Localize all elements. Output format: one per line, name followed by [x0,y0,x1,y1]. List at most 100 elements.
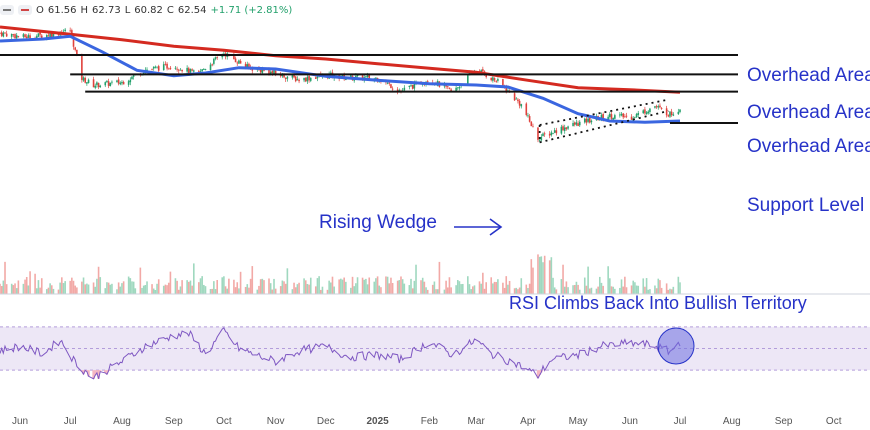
legend-toggle-icon-red[interactable] [18,5,32,15]
candle-body [45,35,48,39]
volume-bar [515,287,518,294]
candle-body [378,81,381,83]
candle-body [167,68,170,70]
candle-body [268,69,270,75]
candle-body [316,76,319,79]
volume-bar [216,280,218,294]
volume-bar [483,288,486,294]
volume-bar [201,276,203,294]
candle-body [109,82,112,87]
candle-body [129,79,132,83]
volume-bar [129,278,132,294]
candle-body [0,32,3,36]
volume-bar [645,278,648,294]
x-tick-label: Jun [622,416,638,427]
volume-bar [575,281,578,294]
candle-body [403,87,406,91]
candle-body [131,76,133,79]
candle-body [625,115,628,117]
volume-bar [144,284,147,294]
volume-bar [366,284,369,294]
volume-bar [111,283,113,294]
candle-body [485,73,487,78]
candle-body [37,33,40,37]
candle-body [24,34,26,38]
volume-bar [345,281,347,294]
candle-body [122,81,125,85]
candle-body [294,76,297,82]
candle-body [659,105,661,108]
volume-bar [47,287,50,294]
candle-body [72,35,75,47]
candle-body [181,69,183,72]
x-tick-label: May [569,416,588,427]
x-tick-label: Jun [12,416,28,427]
candle-body [426,81,429,82]
volume-bar [94,286,97,294]
candle-body [239,60,242,64]
volume-bar [271,289,274,294]
volume-bar [492,283,494,294]
x-tick-label: Jul [64,416,77,427]
candle-body [583,118,586,123]
candle-body [542,133,544,136]
candle-body [587,118,589,122]
legend-close-label: C [166,4,174,16]
wedge-lower-line [539,110,669,144]
volume-bar [525,284,528,294]
volume-bar [609,278,611,294]
candle-body [642,110,645,114]
candle-body [82,77,85,81]
volume-bar [139,267,142,294]
volume-bar [375,278,377,294]
volume-bar [423,281,426,294]
volume-bar [174,278,177,294]
volume-bar [283,281,285,294]
candle-body [209,64,212,71]
volume-bar [528,283,531,294]
volume-bar [306,283,309,294]
candle-body [286,76,289,79]
support-level-label: Support Level [747,195,865,216]
candle-body [679,109,681,112]
candle-body [117,79,120,84]
candle-body [116,80,118,83]
volume-bar [612,286,614,294]
volume-bar [448,277,451,294]
candle-body [49,33,51,38]
volume-bar [634,282,636,294]
candle-body [562,126,564,131]
candle-body [505,87,508,93]
volume-bar [426,289,429,294]
candle-body [677,111,680,115]
candle-body [29,35,31,39]
volume-bar [338,279,340,294]
candle-body [537,127,539,140]
volume-bar [293,282,295,294]
volume-bar [572,285,574,294]
volume-bar [403,283,406,294]
candle-body [234,58,237,63]
volume-bar [468,284,471,294]
volume-bar [473,285,476,294]
candle-body [10,33,13,37]
volume-bar [607,266,609,294]
volume-bar [660,287,663,294]
legend-toggle-icon[interactable] [0,5,14,15]
candle-body [293,75,295,78]
volume-bar [39,287,41,294]
candle-body [502,79,504,86]
candle-body [497,79,499,81]
wedge-arrow-head [489,218,503,236]
volume-bar [460,284,462,294]
x-tick-label: Aug [723,416,741,427]
volume-bar [421,277,424,294]
volume-bar [246,284,249,294]
candle-body [667,115,670,117]
volume-bar [326,289,329,294]
volume-bar [239,271,242,294]
candle-body [445,85,447,87]
rsi-oversold-fill [95,370,99,373]
volume-bar [233,279,235,294]
